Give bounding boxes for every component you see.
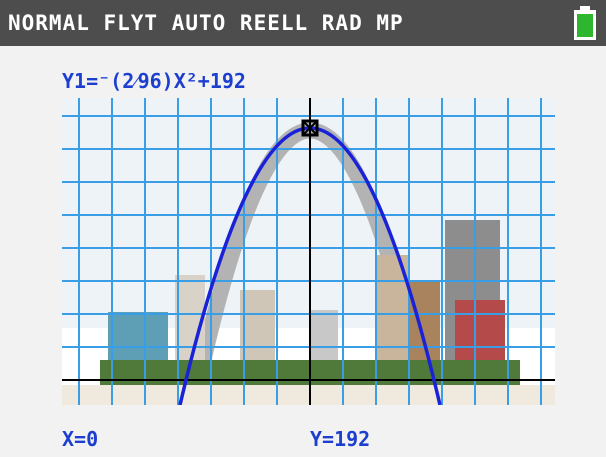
trace-y: Y=192 [310, 427, 370, 451]
trace-x: X=0 [62, 427, 98, 451]
ground [62, 385, 555, 405]
building [410, 280, 440, 375]
cursor-cross [302, 120, 318, 136]
battery-tip [580, 6, 590, 11]
graph-area [62, 98, 555, 405]
trace-cursor [301, 119, 319, 137]
status-bar [0, 0, 606, 46]
grid [62, 98, 555, 405]
equation: Y1=⁻(2⁄96)X²+192 [62, 69, 246, 93]
cursor-box [301, 119, 319, 137]
battery-icon [574, 6, 596, 40]
status-text: NORMAL FLYT AUTO REELL RAD MP [8, 11, 404, 35]
battery-level [577, 14, 593, 37]
